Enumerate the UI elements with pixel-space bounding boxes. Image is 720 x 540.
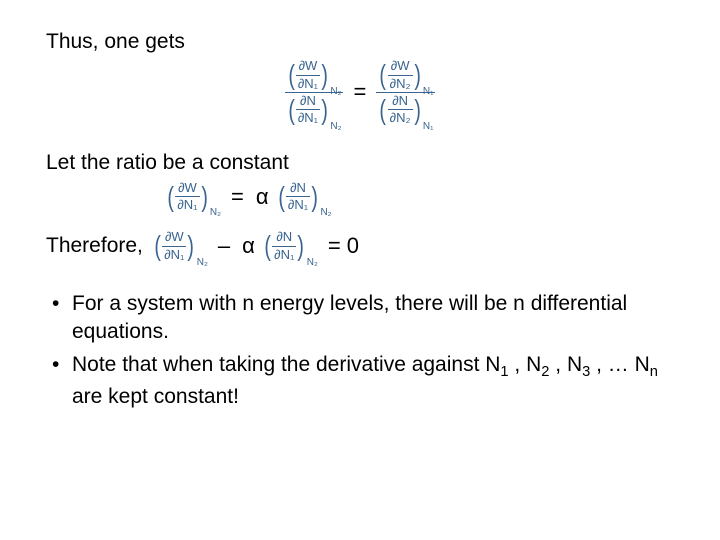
bullet-2-part-d: , … N (590, 353, 650, 376)
text-therefore: Therefore, (46, 232, 143, 260)
bullet-2-part-a: Note that when taking the derivative aga… (72, 353, 500, 376)
bullet-1-text: For a system with n energy levels, there… (72, 292, 627, 343)
equation-define-alpha: ( ∂W ∂N₁ ) N₂ = α ( ∂N ∂N₁ ) N₂ (46, 181, 674, 213)
bullet-2-subn: n (650, 364, 658, 380)
equals-sign-1: = (349, 79, 370, 105)
equation-ratio-equality: ( ∂W ∂N₁ ) N₂ ( ∂N ∂N₁ (46, 58, 674, 126)
bullet-2-part-e: are kept constant! (72, 385, 239, 408)
bullet-2-part-b: , N (509, 353, 542, 376)
bullet-2: Note that when taking the derivative aga… (72, 351, 674, 411)
pd-dN-dN1-atN2: ( ∂N ∂N₁ ) N₂ (287, 94, 342, 126)
pd-dW-dN1-atN2-c: ( ∂W ∂N₁ ) N₂ (153, 230, 208, 262)
slide-page: Thus, one gets ( ∂W ∂N₁ ) N₂ ( (0, 0, 720, 540)
pd-dW-dN1-atN2-b: ( ∂W ∂N₁ ) N₂ (166, 181, 221, 213)
alpha-symbol-1: α (254, 184, 271, 210)
bigfraction-right: ( ∂W ∂N₂ ) N₁ ( ∂N ∂N₂ (376, 58, 435, 126)
pd-dW-dN1-atN2: ( ∂W ∂N₁ ) N₂ (287, 59, 342, 91)
text-thus: Thus, one gets (46, 28, 674, 56)
minus-sign: – (214, 233, 234, 259)
equals-zero: = 0 (324, 233, 363, 259)
pd-dN-dN1-atN2-c: ( ∂N ∂N₁ ) N₂ (263, 230, 318, 262)
pd-dN-dN1-atN2-b: ( ∂N ∂N₁ ) N₂ (277, 181, 332, 213)
bullet-2-sub1: 1 (500, 364, 508, 380)
equation-therefore: Therefore, ( ∂W ∂N₁ ) N₂ – α ( ∂N ∂N₁ ) … (46, 230, 674, 262)
equals-sign-2: = (227, 184, 248, 210)
pd-dW-dN2-atN1: ( ∂W ∂N₂ ) N₁ (378, 59, 433, 91)
bullet-list: For a system with n energy levels, there… (46, 290, 674, 411)
pd-dN-dN2-atN1: ( ∂N ∂N₂ ) N₁ (378, 94, 433, 126)
alpha-symbol-2: α (240, 233, 257, 259)
text-let-ratio: Let the ratio be a constant (46, 149, 674, 177)
bullet-1: For a system with n energy levels, there… (72, 290, 674, 347)
bigfraction-left: ( ∂W ∂N₁ ) N₂ ( ∂N ∂N₁ (285, 58, 344, 126)
bullet-2-part-c: , N (549, 353, 582, 376)
